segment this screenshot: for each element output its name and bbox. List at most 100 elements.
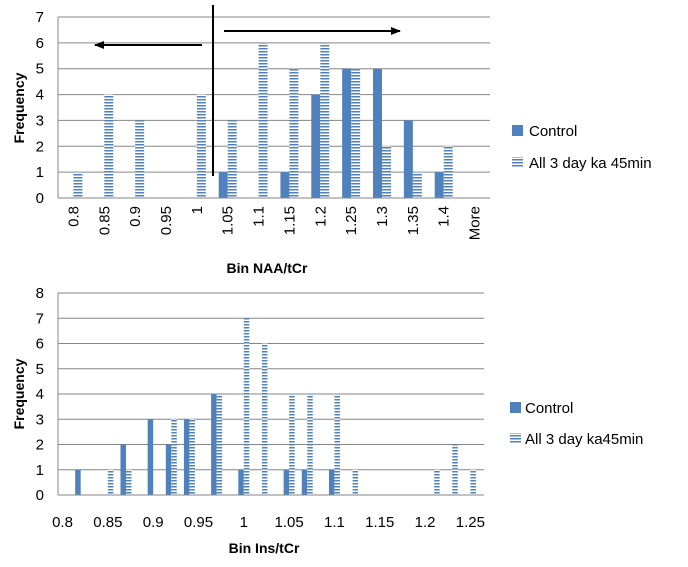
chart2-y-tick: 2 [36,437,44,454]
chart1-y-axis-label: Frequency [11,72,27,143]
chart2-y-tick: 8 [36,285,44,302]
chart1-bar-all3day-1.2 [320,42,330,198]
chart1-bar-control-1.35 [403,120,413,198]
chart1-legend-swatch-control [512,125,523,136]
chart1-x-tick: 1.35 [405,206,422,235]
chart1-x-tick: 0.95 [158,206,175,235]
chart1-legend-label-all3day: All 3 day ka 45min [529,155,652,172]
chart1-bar-control-1.25 [342,68,352,198]
chart2-bar-control-1.07 [301,469,308,495]
chart2-y-tick: 1 [36,462,44,479]
chart2-bar-control-1.1 [328,469,335,495]
chart2-gridlines [58,292,484,471]
chart2-y-tick: 6 [36,336,44,353]
chart2-bar-all3day-0.85 [107,469,114,495]
chart2-bar-control-0.87 [120,444,126,495]
chart2-bar-control-0.94 [183,419,190,495]
chart1-x-tick: 0.8 [65,206,82,227]
chart1-y-tick: 3 [36,112,44,129]
chart2-y-tick: 5 [36,361,44,378]
chart1-bar-control-1.05 [218,172,228,198]
chart1-y-tick: 1 [36,164,44,181]
chart2-y-tick: 4 [36,386,44,403]
chart2-legend-label-control: Control [525,400,573,417]
chart1-bar-all3day-1.25 [351,68,361,198]
chart2-x-tick: 0.95 [184,514,213,531]
chart1-bar-all3day-0.85 [104,94,114,198]
chart2-bar-all3day-1.05 [289,394,295,495]
chart2-x-axis-label: Bin Ins/tCr [229,540,300,556]
chart1-bar-all3day-1 [196,94,206,198]
chart1-bar-all3day-1.05 [227,120,237,198]
chart1-bar-all3day-0.9 [135,120,145,198]
chart1-x-tick: More [467,206,484,240]
chart1-x-tick: 1.05 [220,206,237,235]
chart1-bar-control-1.3 [373,68,382,198]
chart2-bar-all3day-0.87 [125,469,132,495]
ins-histogram: 0 1 2 3 4 5 6 7 8 0.8 0.85 0.9 0.95 1 1.05 1.1 1.15 1.2 1… [11,285,643,556]
chart1-x-tick: 1 [189,206,206,214]
chart2-bar-all3day-0.94 [189,419,195,495]
chart1-x-tick-labels: 0.8 0.85 0.9 0.95 1 1.05 1.1 1.15 1.2 1.25 1.3 1.35… [65,206,483,240]
chart2-x-tick: 1.15 [365,514,394,531]
chart2-bar-all3day-1.25 [470,469,476,495]
chart1-bar-all3day-1.15 [289,68,299,198]
chart2-y-tick-labels: 0 1 2 3 4 5 6 7 8 [36,285,44,504]
chart2-y-tick: 0 [36,487,44,504]
chart2-bar-all3day-1.07 [307,394,313,495]
chart1-legend: Control All 3 day ka 45min [512,123,652,172]
chart2-legend: Control All 3 day ka45min [510,400,643,448]
chart1-bar-all3day-1.3 [382,146,391,198]
chart1-gridlines [58,16,490,173]
chart2-bars [75,318,476,495]
chart2-x-tick: 0.85 [93,514,122,531]
chart1-y-tick: 6 [36,35,44,52]
chart2-y-tick: 7 [36,310,44,327]
chart2-bar-control-1 [238,469,244,495]
chart1-y-tick: 4 [36,87,44,104]
naa-histogram: 0 1 2 3 4 5 6 7 0.8 0.85 0.9 0.95 1 1.05 1.1 1.15 1.2 1.… [11,5,652,276]
chart1-bar-all3day-1.4 [443,146,453,198]
chart1-y-tick: 5 [36,61,44,78]
chart1-x-tick: 1.25 [343,206,360,235]
chart2-bar-all3day-1.1 [334,394,340,495]
chart2-x-tick: 1.2 [415,514,436,531]
chart2-bar-control-1.05 [283,469,290,495]
chart1-bar-control-1.4 [434,172,444,198]
chart2-x-tick: 1 [240,514,248,531]
chart2-bar-all3day-1.21 [434,469,440,495]
chart2-legend-swatch-control [510,402,521,413]
chart2-bar-control-0.97 [211,394,217,495]
chart2-bar-control-0.82 [75,469,81,495]
chart2-bar-all3day-1.23 [452,444,458,495]
chart2-y-tick: 3 [36,411,44,428]
chart2-x-tick: 0.8 [52,514,73,531]
chart2-x-tick: 0.9 [143,514,164,531]
chart1-x-tick: 1.4 [436,206,453,227]
chart2-y-axis-label: Frequency [11,358,27,429]
chart2-bar-control-0.9 [147,419,154,495]
chart2-x-tick-labels: 0.8 0.85 0.9 0.95 1 1.05 1.1 1.15 1.2 1.25 [52,514,485,531]
chart1-bar-all3day-1.35 [412,172,422,198]
chart1-x-tick: 1.1 [251,206,268,227]
chart2-bar-all3day-0.97 [216,394,223,495]
chart1-x-tick: 0.9 [127,206,144,227]
chart1-bar-control-1.15 [280,172,290,198]
chart1-bar-all3day-1.1 [258,42,268,198]
chart1-legend-swatch-all3day [512,157,523,168]
chart2-x-tick: 1.05 [275,514,304,531]
chart1-x-tick: 0.85 [96,206,113,235]
chart1-x-tick: 1.2 [312,206,329,227]
chart2-bar-all3day-1.12 [352,469,359,495]
chart1-x-tick: 1.15 [281,206,298,235]
chart1-legend-label-control: Control [529,123,577,140]
chart2-legend-swatch-all3day [510,433,521,444]
chart2-x-tick: 1.25 [456,514,485,531]
chart1-y-tick-labels: 0 1 2 3 4 5 6 7 [36,9,44,207]
chart1-x-axis-label: Bin NAA/tCr [227,260,308,276]
chart2-legend-label-all3day: All 3 day ka45min [525,431,643,448]
chart2-bar-all3day-0.92 [171,419,177,495]
chart1-x-tick: 1.3 [374,206,391,227]
chart1-bars [73,42,453,198]
